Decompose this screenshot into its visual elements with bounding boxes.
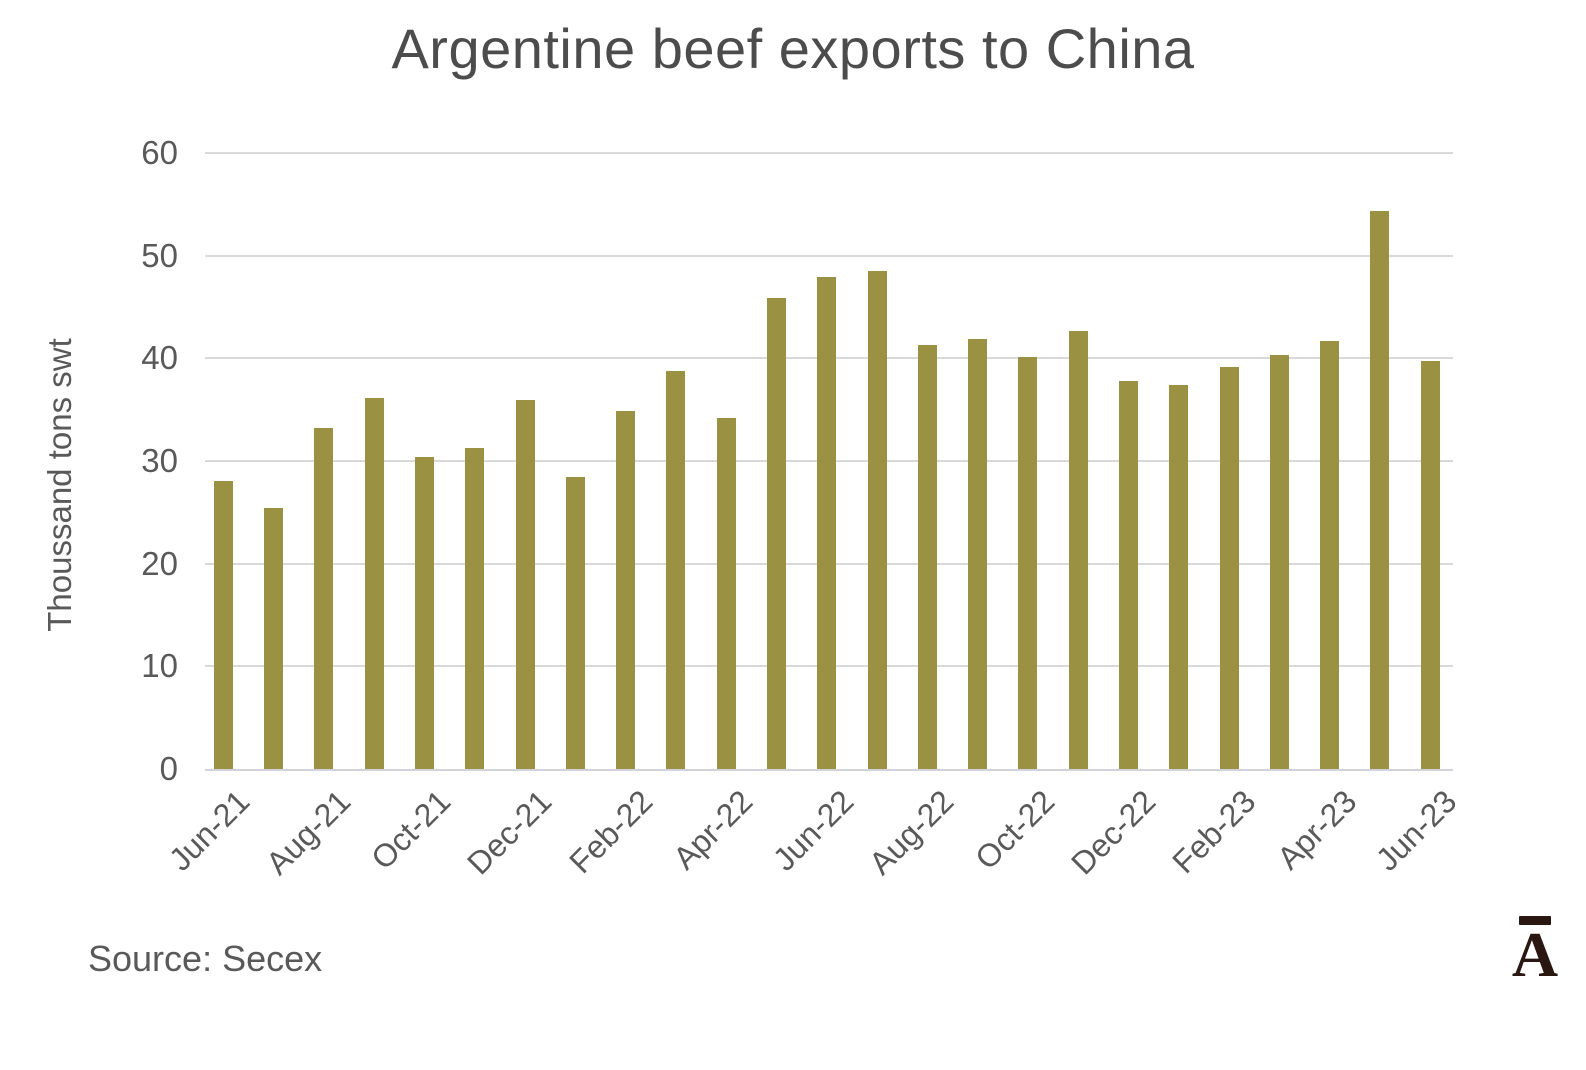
bar-Jan-23 <box>1169 385 1189 769</box>
bar-Jun-23 <box>1420 361 1440 769</box>
bar-Oct-21 <box>414 456 434 769</box>
logo-macron-icon <box>1519 916 1551 925</box>
bar-Dec-22 <box>1119 380 1139 769</box>
x-tick-label: Aug-22 <box>862 783 961 882</box>
bar-Sep-22 <box>968 338 988 769</box>
y-tick-label: 30 <box>141 442 178 479</box>
brand-logo: A <box>1504 916 1566 990</box>
x-tick-label: Oct-21 <box>364 783 458 877</box>
x-tick-label: Apr-22 <box>666 783 760 877</box>
bar-Jun-21 <box>213 480 233 769</box>
bar-Mar-23 <box>1269 355 1289 769</box>
bar-Nov-21 <box>465 447 485 769</box>
bar-Feb-23 <box>1219 366 1239 769</box>
bar-Sep-21 <box>364 398 384 769</box>
y-tick-label: 20 <box>141 544 178 582</box>
bar-Jun-22 <box>817 277 837 769</box>
bar-May-23 <box>1370 210 1390 769</box>
y-tick-label: 50 <box>141 236 178 274</box>
y-tick-label: 40 <box>141 339 178 377</box>
x-tick-label: Jun-23 <box>1369 783 1464 878</box>
bar-Aug-22 <box>917 345 937 769</box>
y-tick-label: 60 <box>141 134 178 171</box>
gridline <box>205 152 1453 154</box>
chart-title: Argentine beef exports to China <box>391 17 1195 80</box>
bar-Apr-23 <box>1320 340 1340 769</box>
gridline <box>205 254 1453 257</box>
x-tick-label: Jun-22 <box>765 783 861 878</box>
plot-area <box>205 152 1453 771</box>
bar-Nov-22 <box>1068 330 1088 769</box>
bar-May-22 <box>766 297 786 769</box>
bar-Aug-21 <box>314 428 334 769</box>
bar-Jul-22 <box>867 271 887 769</box>
x-tick-label: Jun-21 <box>162 783 257 878</box>
bar-Jul-21 <box>264 508 284 769</box>
x-tick-label: Aug-21 <box>258 783 358 882</box>
source-note: Source: Secex <box>88 938 323 979</box>
x-tick-label: Feb-23 <box>1165 783 1263 881</box>
logo-letter: A <box>1511 919 1559 990</box>
x-tick-label: Dec-21 <box>460 783 559 882</box>
y-tick-label: 10 <box>141 647 178 685</box>
y-axis-title: Thoussand tons swt <box>41 338 78 632</box>
x-tick-label: Oct-22 <box>968 783 1062 877</box>
x-tick-label: Feb-22 <box>561 783 660 881</box>
y-tick-label: 0 <box>159 750 178 787</box>
bar-Oct-22 <box>1018 357 1038 769</box>
x-tick-label: Dec-22 <box>1063 783 1162 882</box>
x-tick-label: Apr-23 <box>1269 783 1364 877</box>
bar-Apr-22 <box>716 417 736 769</box>
bar-Mar-22 <box>666 370 686 769</box>
bar-Feb-22 <box>616 410 636 769</box>
bar-Dec-21 <box>515 400 535 769</box>
bar-Jan-22 <box>565 477 585 769</box>
